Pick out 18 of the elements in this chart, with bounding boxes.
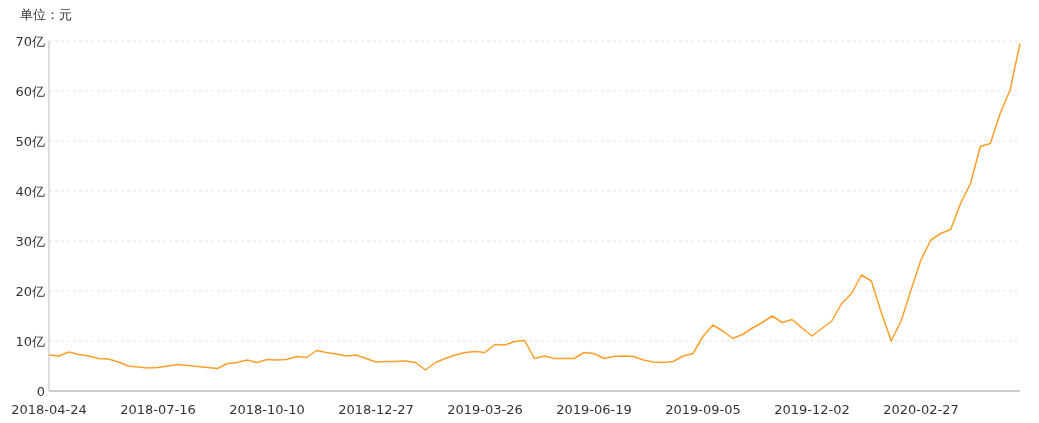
x-tick-label: 2020-02-27 (883, 402, 959, 417)
x-tick-label: 2018-10-10 (229, 402, 305, 417)
x-tick-label: 2018-04-24 (11, 402, 87, 417)
y-tick-label: 40亿 (15, 184, 45, 199)
y-tick-label: 60亿 (15, 84, 45, 99)
x-tick-label: 2019-03-26 (447, 402, 523, 417)
x-tick-label: 2019-09-05 (665, 402, 741, 417)
x-tick-label: 2018-07-16 (120, 402, 196, 417)
x-tick-label: 2018-12-27 (338, 402, 414, 417)
x-tick-label: 2019-12-02 (774, 402, 850, 417)
y-tick-label: 30亿 (15, 234, 45, 249)
y-tick-label: 10亿 (15, 334, 45, 349)
y-tick-label: 0 (36, 384, 45, 399)
x-tick-label: 2019-06-19 (556, 402, 632, 417)
y-tick-label: 70亿 (15, 34, 45, 49)
y-tick-label: 50亿 (15, 134, 45, 149)
y-axis-title: 单位：元 (20, 7, 72, 22)
y-tick-label: 20亿 (15, 284, 45, 299)
